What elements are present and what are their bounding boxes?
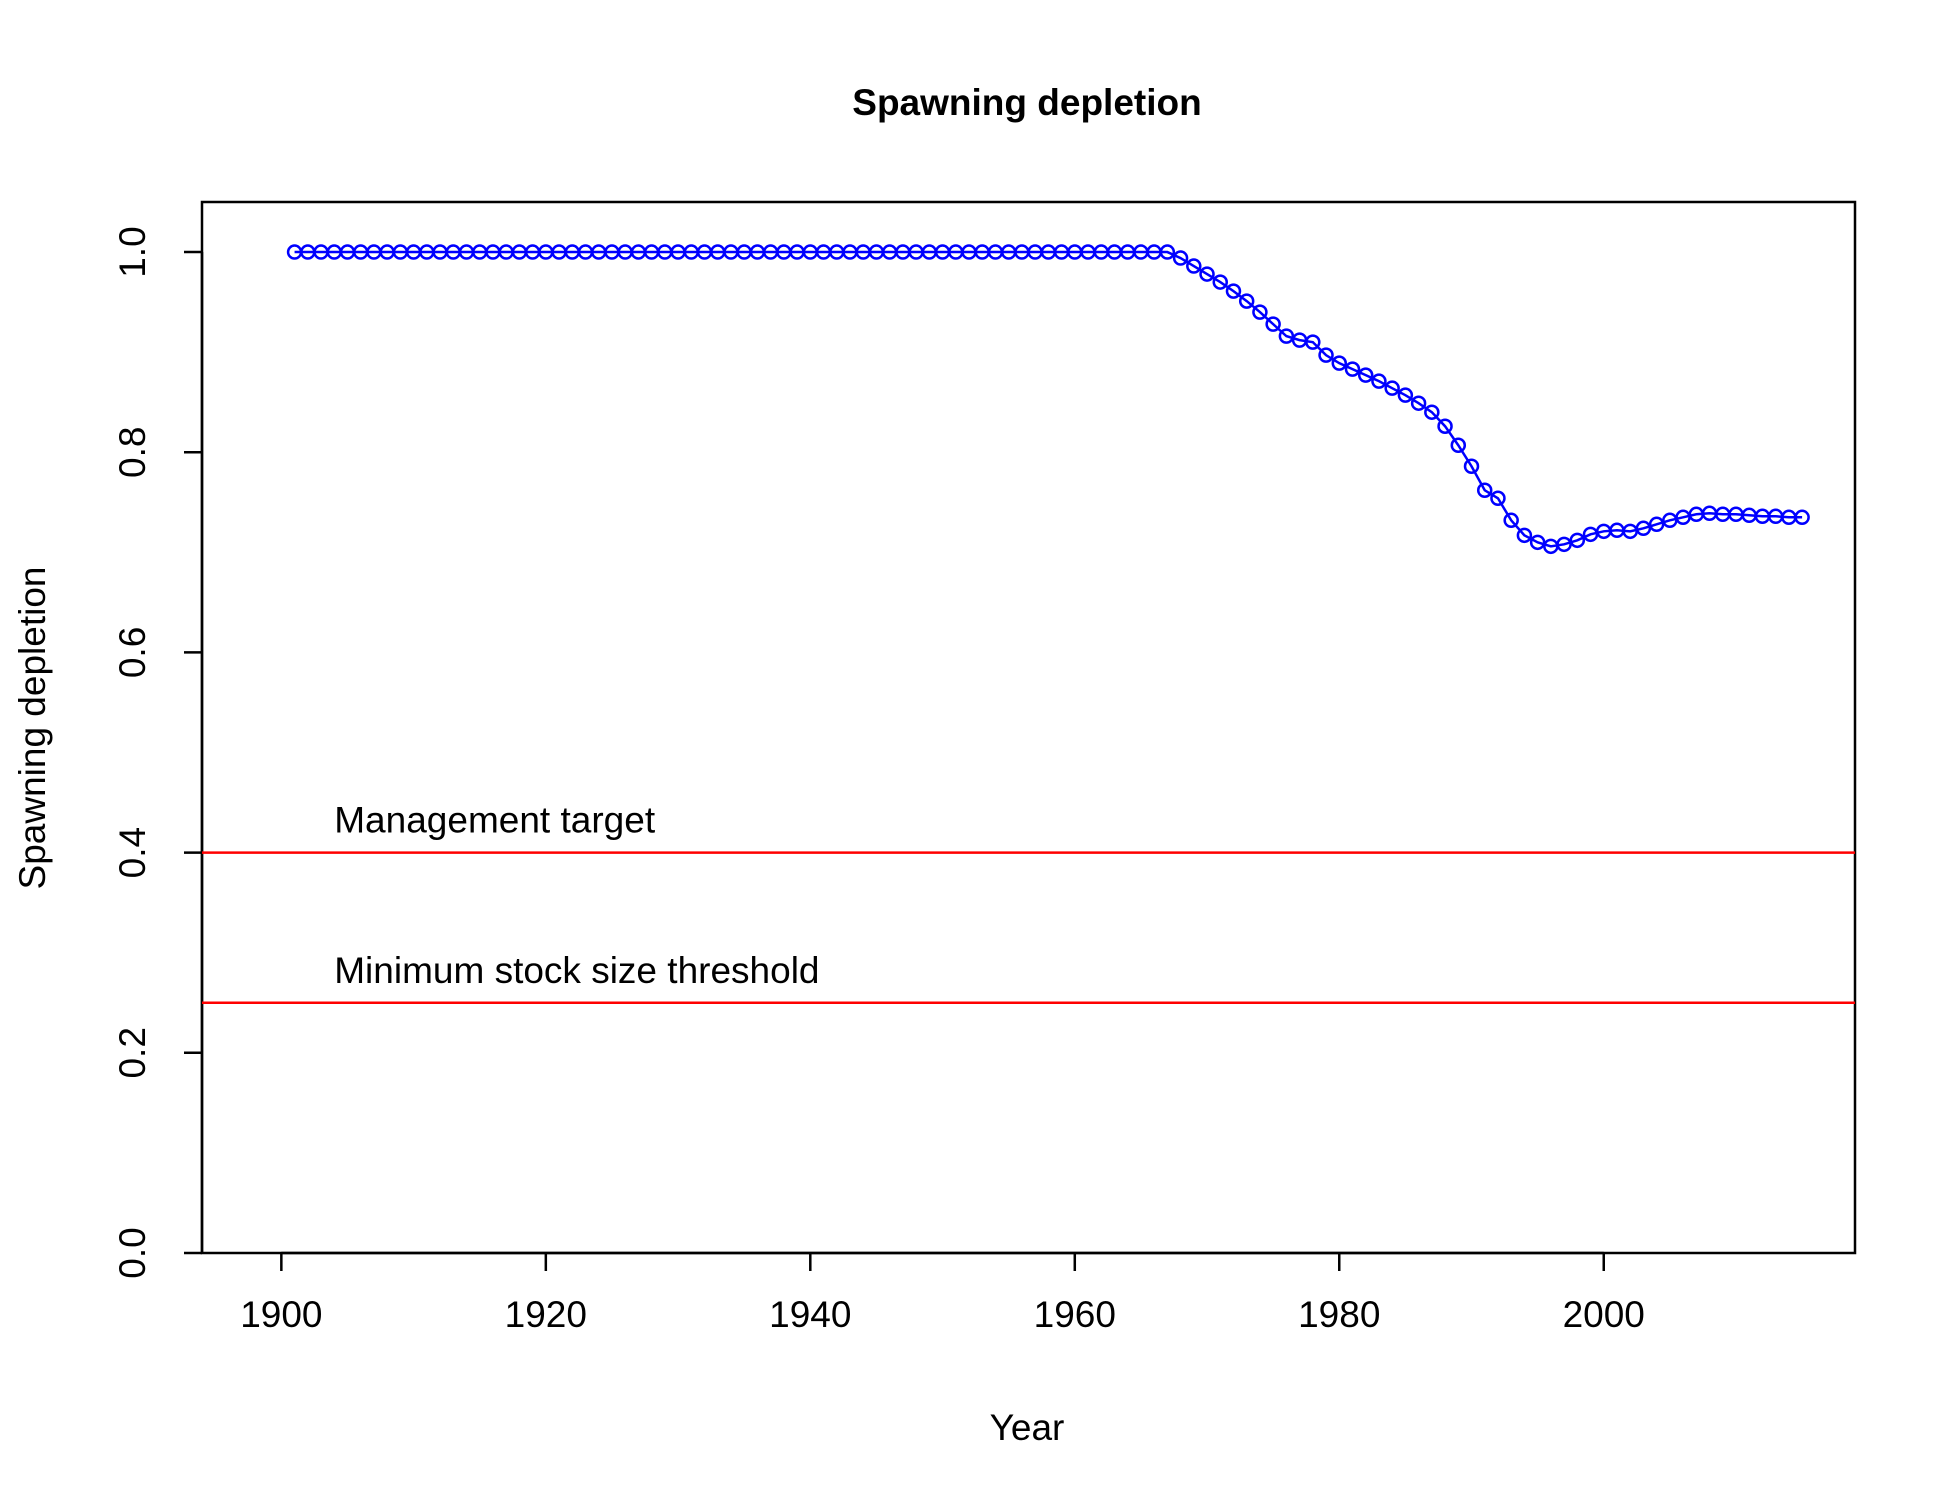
y-tick-label: 0.2: [112, 1027, 153, 1078]
data-point: [1384, 380, 1400, 396]
data-point: [1794, 509, 1810, 526]
y-tick-label: 0.4: [112, 827, 153, 878]
data-point: [1648, 516, 1665, 533]
data-point: [1331, 355, 1348, 371]
data-point: [1503, 512, 1519, 529]
x-axis-label: Year: [990, 1407, 1065, 1448]
data-point: [1450, 437, 1467, 453]
data-point: [1516, 527, 1533, 544]
data-point: [1476, 482, 1493, 499]
y-tick-label: 0.8: [112, 427, 153, 478]
data-point: [1556, 536, 1572, 553]
data-point: [1397, 387, 1414, 403]
x-tick-label: 1900: [240, 1294, 322, 1335]
data-point: [1238, 293, 1255, 309]
data-point: [1172, 250, 1189, 266]
data-point: [1252, 304, 1268, 320]
data-point: [1199, 266, 1215, 282]
chart-title: Spawning depletion: [852, 82, 1201, 123]
data-point: [1437, 418, 1453, 434]
data-point: [1463, 458, 1480, 475]
data-point: [1186, 258, 1202, 274]
data-point: [1410, 395, 1427, 411]
data-point: [1278, 328, 1295, 344]
data-point: [1529, 534, 1546, 551]
data-point: [1371, 373, 1387, 389]
data-point: [1357, 367, 1374, 383]
series-line: [294, 250, 1803, 548]
plot-area: 1900 1920 1940 1960 1980 2000 0.0 0.2 0.4 0.6 0.8 1…: [112, 200, 1857, 1335]
y-tick-label: 1.0: [112, 226, 153, 277]
data-point: [1424, 404, 1440, 420]
data-point: [1344, 361, 1361, 377]
data-point: [1318, 347, 1334, 363]
data-point: [1490, 490, 1506, 507]
y-tick-label: 0.6: [112, 627, 153, 678]
reference-line-label: Minimum stock size threshold: [334, 950, 819, 991]
y-tick-label: 0.0: [112, 1227, 153, 1278]
x-tick-label: 1920: [505, 1294, 587, 1335]
data-point: [1635, 520, 1652, 537]
data-point: [1305, 334, 1321, 350]
x-tick-label: 1960: [1034, 1294, 1116, 1335]
data-point: [1265, 316, 1281, 332]
reference-line-label: Management target: [334, 800, 656, 841]
data-point: [1212, 274, 1228, 290]
x-tick-label: 2000: [1563, 1294, 1645, 1335]
data-point: [1159, 244, 1176, 260]
data-point: [1225, 283, 1242, 299]
plot-frame: [200, 200, 1857, 1255]
x-tick-label: 1940: [769, 1294, 851, 1335]
data-point: [1569, 532, 1586, 549]
y-axis-label: Spawning depletion: [12, 567, 53, 890]
x-tick-label: 1980: [1298, 1294, 1380, 1335]
